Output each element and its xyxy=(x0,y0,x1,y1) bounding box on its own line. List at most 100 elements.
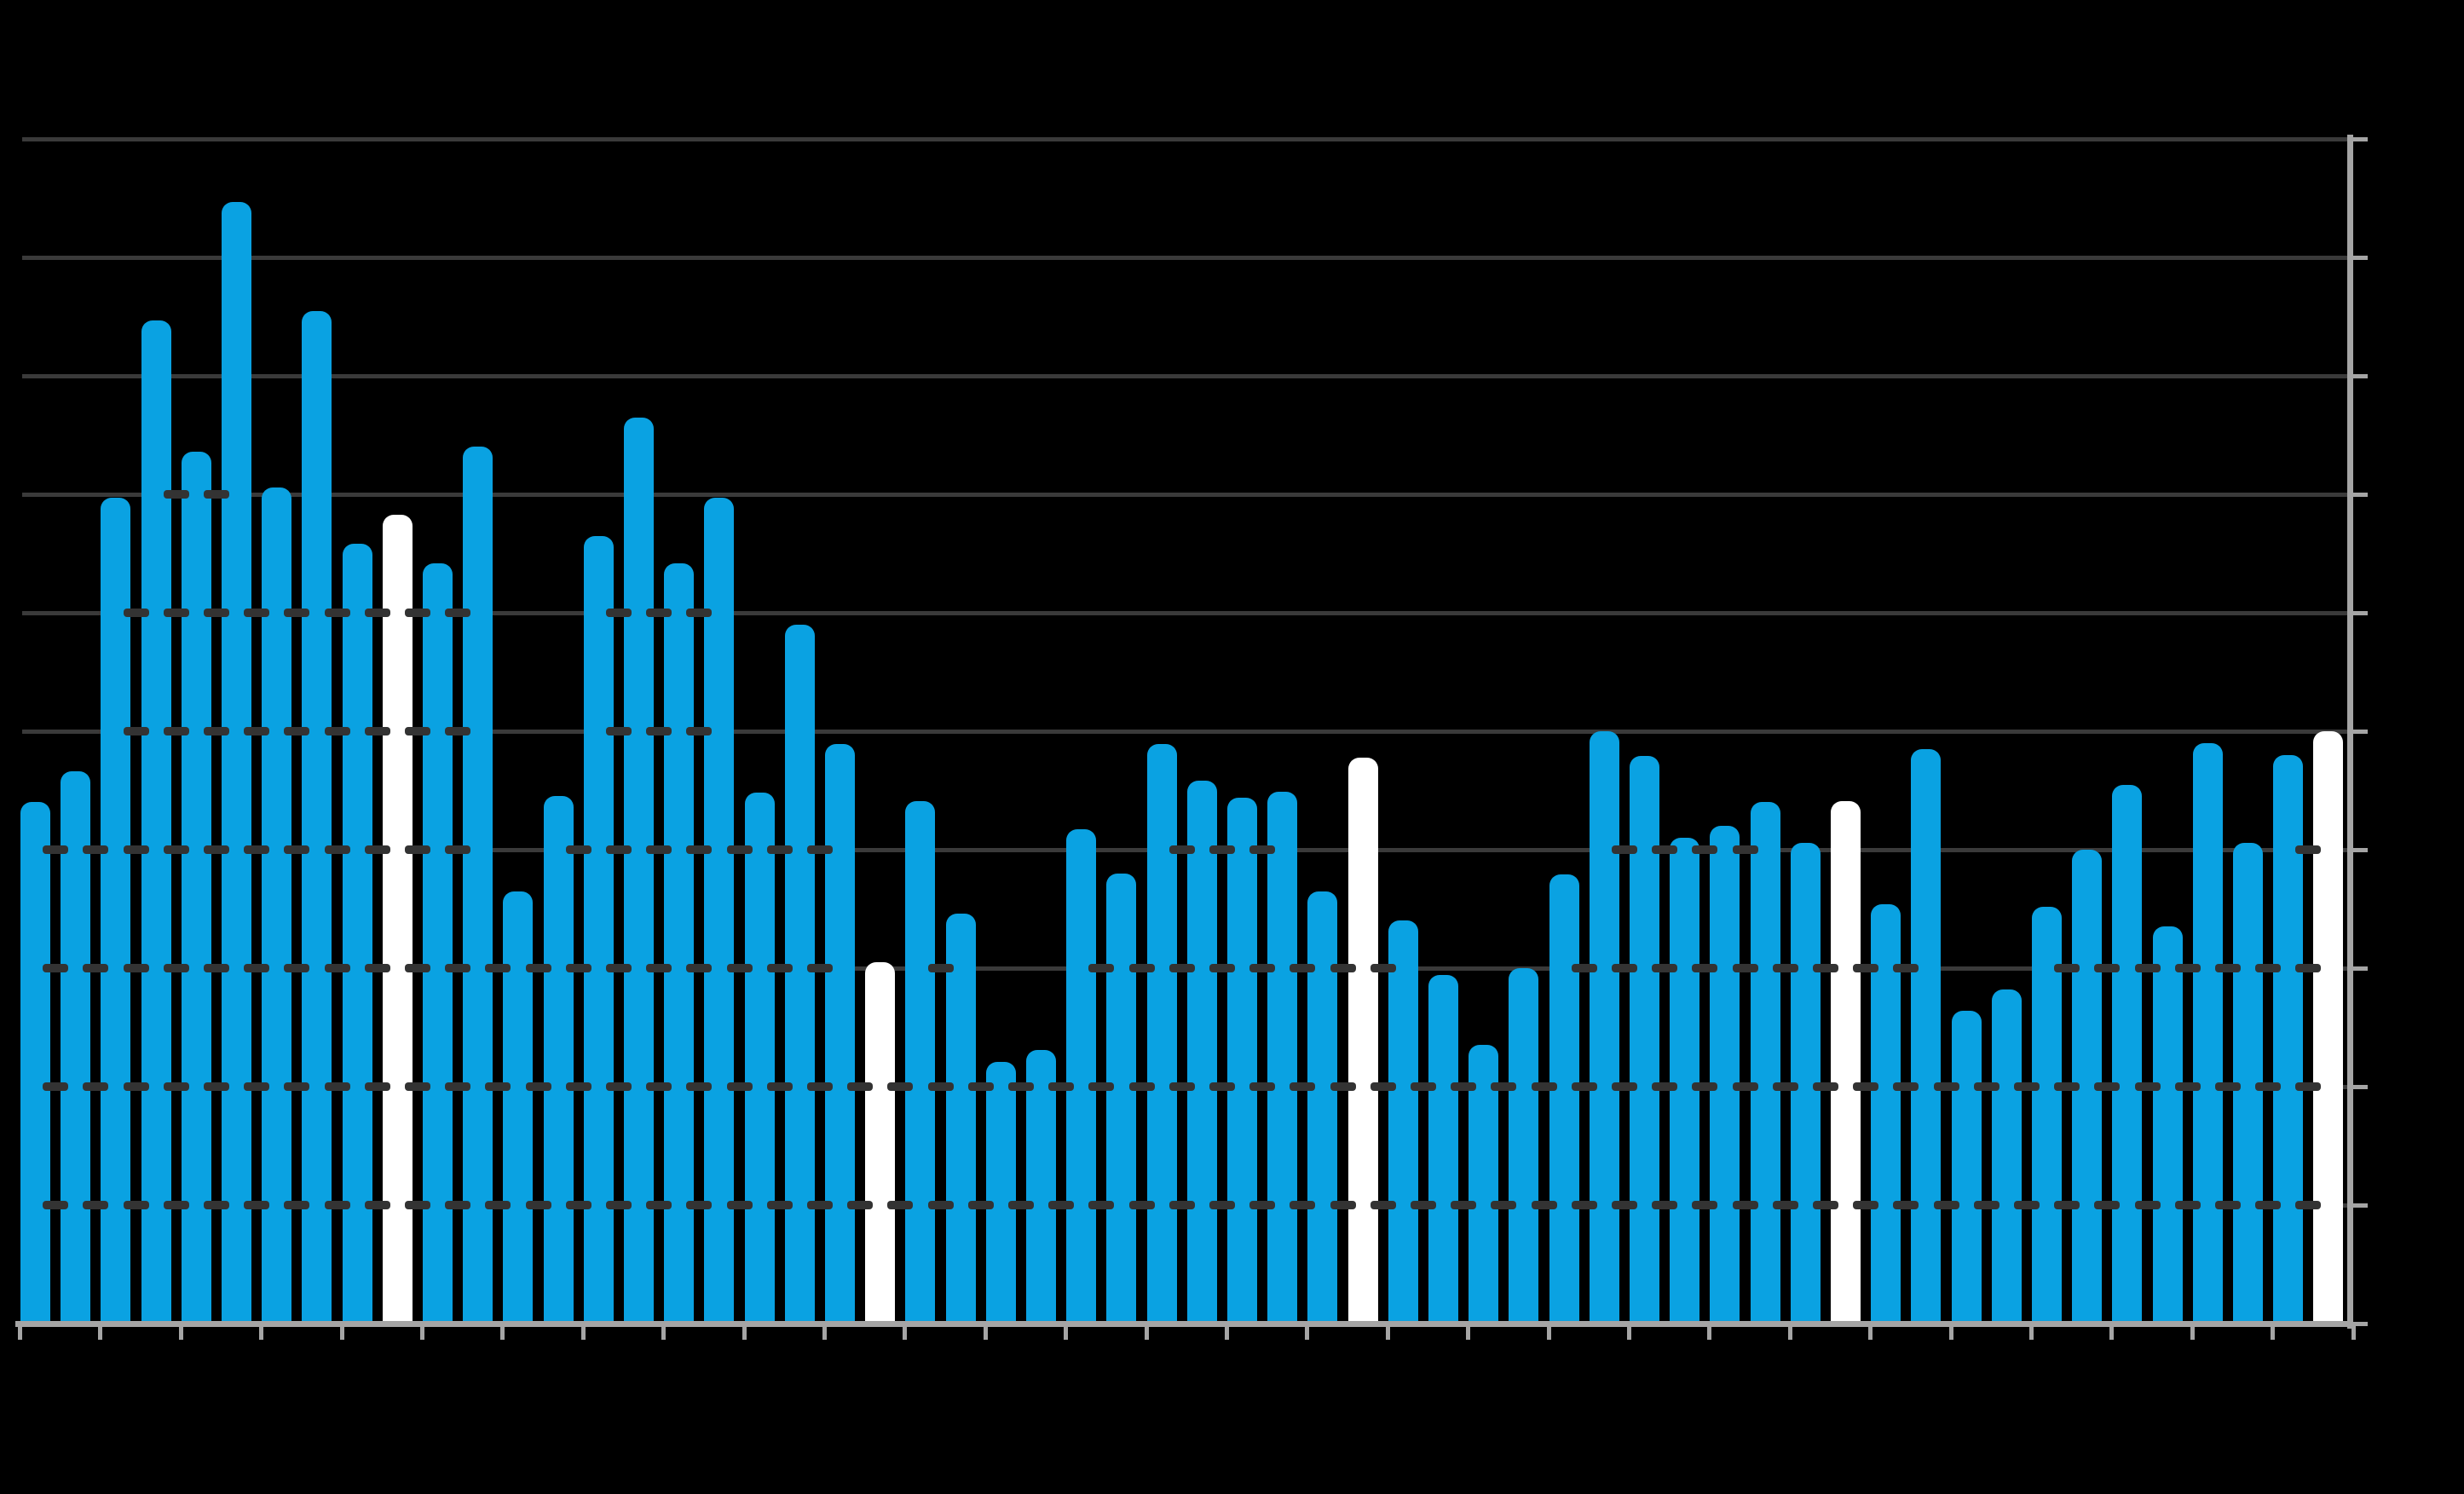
gridline-knob xyxy=(1290,1082,1315,1091)
bar xyxy=(1428,975,1458,1324)
gridline-knob xyxy=(847,1201,873,1209)
x-axis-tick xyxy=(984,1326,988,1340)
bar xyxy=(2193,743,2223,1324)
gridline-knob xyxy=(83,1201,108,1209)
y-gridline xyxy=(22,137,2347,141)
bar xyxy=(1267,792,1297,1324)
gridline-knob xyxy=(284,727,309,735)
gridline-knob xyxy=(1048,1082,1074,1091)
gridline-knob xyxy=(1733,1082,1758,1091)
gridline-knob xyxy=(1853,1201,1878,1209)
gridline-knob xyxy=(1652,845,1677,854)
gridline-knob xyxy=(767,1082,793,1091)
gridline-knob xyxy=(325,609,350,617)
gridline-knob xyxy=(485,1082,511,1091)
gridline-knob xyxy=(1773,1082,1798,1091)
gridline-knob xyxy=(1813,1082,1838,1091)
y-axis-tick xyxy=(2353,730,2368,734)
y-gridline xyxy=(22,256,2347,260)
gridline-knob xyxy=(1934,1201,1959,1209)
gridline-knob xyxy=(2054,1082,2080,1091)
gridline-knob xyxy=(887,1082,913,1091)
gridline-knob xyxy=(1813,1201,1838,1209)
gridline-knob xyxy=(1370,964,1396,972)
y-gridline xyxy=(22,611,2347,615)
gridline-knob xyxy=(1853,1082,1878,1091)
y-axis-tick xyxy=(2353,611,2368,615)
gridline-knob xyxy=(686,1082,712,1091)
gridline-knob xyxy=(445,964,470,972)
gridline-knob xyxy=(204,1082,229,1091)
gridline-knob xyxy=(1008,1201,1034,1209)
gridline-knob xyxy=(1129,1201,1155,1209)
gridline-knob xyxy=(2135,1082,2161,1091)
gridline-knob xyxy=(1532,1082,1557,1091)
bar-highlighted xyxy=(865,962,895,1324)
x-axis-tick xyxy=(1225,1326,1229,1340)
gridline-knob xyxy=(566,964,591,972)
x-axis-tick xyxy=(581,1326,586,1340)
gridline-knob xyxy=(43,845,68,854)
gridline-knob xyxy=(485,964,511,972)
gridline-knob xyxy=(124,964,149,972)
gridline-knob xyxy=(1451,1201,1476,1209)
gridline-knob xyxy=(1652,1201,1677,1209)
gridline-knob xyxy=(164,1082,189,1091)
gridline-knob xyxy=(445,727,470,735)
gridline-knob xyxy=(1612,845,1637,854)
x-axis-tick xyxy=(2351,1326,2356,1340)
gridline-knob xyxy=(1290,1201,1315,1209)
x-axis-tick xyxy=(420,1326,424,1340)
gridline-knob xyxy=(2255,964,2281,972)
gridline-knob xyxy=(887,1201,913,1209)
bar xyxy=(1388,920,1418,1324)
gridline-knob xyxy=(1612,964,1637,972)
bar xyxy=(1590,731,1619,1324)
gridline-knob xyxy=(204,490,229,499)
gridline-knob xyxy=(445,845,470,854)
gridline-knob xyxy=(2135,1201,2161,1209)
gridline-knob xyxy=(365,609,390,617)
y-axis-tick xyxy=(2353,137,2368,141)
gridline-knob xyxy=(1773,1201,1798,1209)
gridline-knob xyxy=(164,845,189,854)
gridline-knob xyxy=(767,845,793,854)
gridline-knob xyxy=(2135,964,2161,972)
bar xyxy=(1469,1045,1498,1324)
gridline-knob xyxy=(2175,1201,2201,1209)
gridline-knob xyxy=(124,1201,149,1209)
bar xyxy=(825,744,855,1324)
gridline-knob xyxy=(1692,1082,1717,1091)
gridline-knob xyxy=(124,609,149,617)
bar xyxy=(1066,829,1096,1324)
gridline-knob xyxy=(1209,1082,1235,1091)
gridline-knob xyxy=(646,1201,672,1209)
x-axis-tick xyxy=(340,1326,344,1340)
gridline-knob xyxy=(1209,1201,1235,1209)
gridline-knob xyxy=(164,1201,189,1209)
bar xyxy=(1147,744,1177,1324)
gridline-knob xyxy=(606,1201,632,1209)
gridline-knob xyxy=(325,1082,350,1091)
gridline-knob xyxy=(244,1082,269,1091)
y-axis-tick xyxy=(2353,966,2368,971)
gridline-knob xyxy=(2255,1082,2281,1091)
gridline-knob xyxy=(1451,1082,1476,1091)
gridline-knob xyxy=(1692,845,1717,854)
gridline-knob xyxy=(1249,964,1275,972)
gridline-knob xyxy=(1652,964,1677,972)
gridline-knob xyxy=(405,845,430,854)
gridline-knob xyxy=(526,1201,551,1209)
x-axis-tick xyxy=(661,1326,666,1340)
gridline-knob xyxy=(244,727,269,735)
bar xyxy=(463,447,493,1324)
gridline-knob xyxy=(807,1082,833,1091)
gridline-knob xyxy=(164,727,189,735)
y-gridline xyxy=(22,493,2347,497)
bar xyxy=(2273,755,2303,1324)
gridline-knob xyxy=(1411,1082,1436,1091)
gridline-knob xyxy=(325,1201,350,1209)
gridline-knob xyxy=(43,1201,68,1209)
gridline-knob xyxy=(847,1082,873,1091)
gridline-knob xyxy=(2215,1201,2241,1209)
